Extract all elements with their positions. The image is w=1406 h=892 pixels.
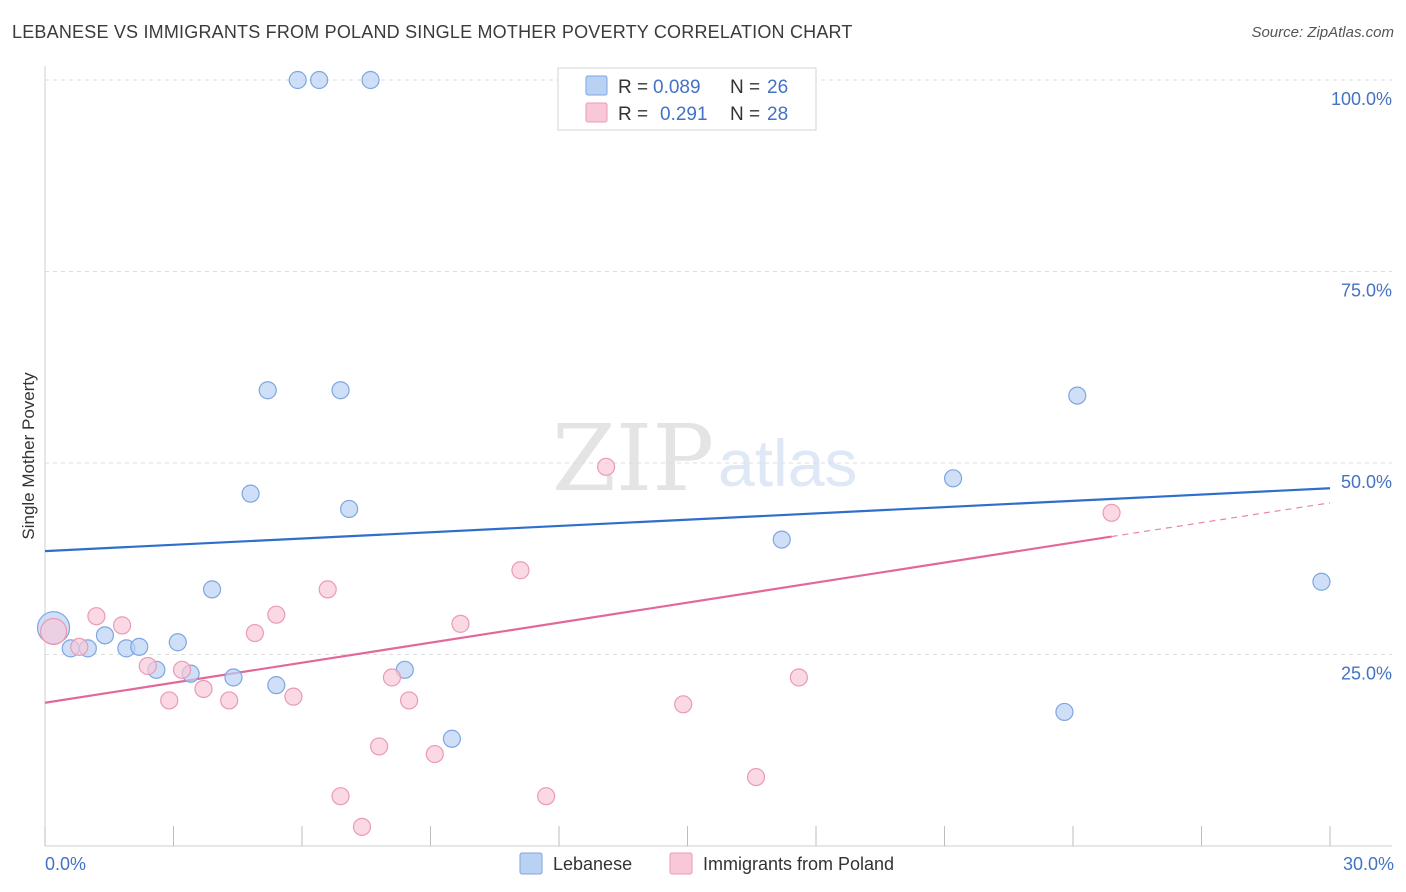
point-lebanese-24: [1068, 386, 1087, 405]
bottom-legend-swatch-poland: [669, 852, 693, 875]
point-lebanese-21: [772, 530, 791, 549]
point-poland-6: [172, 660, 192, 679]
y-axis-label: Single Mother Poverty: [19, 372, 38, 540]
points-layer: [36, 70, 1331, 836]
point-poland-25: [789, 668, 808, 687]
x-tick-label-30: 30.0%: [1343, 854, 1394, 874]
point-lebanese-25: [1312, 572, 1331, 591]
bottom-legend-label-poland: Immigrants from Poland: [703, 854, 894, 874]
bottom-legend-label-lebanese: Lebanese: [553, 854, 632, 874]
point-lebanese-18: [361, 70, 380, 90]
watermark-atlas: atlas: [718, 426, 857, 500]
point-lebanese-3: [95, 626, 115, 645]
point-poland-5: [160, 691, 179, 710]
point-lebanese-22: [943, 469, 963, 488]
point-lebanese-20: [442, 729, 462, 748]
point-lebanese-15: [310, 70, 329, 90]
point-poland-7: [194, 679, 213, 699]
y-tick-label-25: 25.0%: [1341, 664, 1392, 684]
point-poland-15: [370, 737, 389, 756]
point-poland-18: [425, 744, 444, 764]
point-lebanese-14: [288, 70, 307, 90]
point-poland-16: [382, 668, 402, 687]
trend-layer: [44, 487, 1331, 704]
series-legend: Lebanese Immigrants from Poland: [519, 852, 894, 875]
y-tick-label-75: 75.0%: [1341, 281, 1392, 301]
point-lebanese-11: [241, 484, 260, 503]
point-poland-9: [245, 623, 264, 643]
point-lebanese-17: [340, 499, 359, 519]
point-poland-10: [267, 605, 286, 624]
y-tick-label-100: 100.0%: [1331, 89, 1392, 109]
point-poland-19: [451, 614, 470, 633]
grid-layer: [45, 79, 1392, 655]
point-poland-4: [138, 656, 157, 676]
point-lebanese-9: [202, 580, 222, 599]
chart-title: LEBANESE VS IMMIGRANTS FROM POLAND SINGL…: [12, 22, 853, 42]
point-poland-2: [87, 607, 106, 626]
point-poland-12: [318, 580, 337, 599]
point-poland-14: [352, 817, 372, 836]
point-poland-26: [1102, 503, 1121, 522]
point-poland-13: [331, 787, 350, 806]
legend-r-label-poland: R =: [618, 104, 648, 125]
trend-line-poland: [44, 535, 1112, 704]
point-poland-20: [511, 561, 530, 580]
watermark-zip: ZIP: [552, 405, 714, 512]
y-tick-label-50: 50.0%: [1341, 472, 1392, 492]
point-poland-1: [70, 637, 89, 656]
legend-swatch-lebanese: [585, 75, 608, 96]
point-lebanese-13: [267, 676, 286, 695]
point-lebanese-7: [168, 633, 187, 652]
point-poland-21: [537, 787, 556, 806]
point-poland-0: [39, 617, 68, 646]
point-poland-17: [399, 691, 419, 710]
point-lebanese-16: [331, 381, 350, 400]
point-lebanese-10: [224, 668, 243, 687]
legend-n-label-lebanese: N =: [730, 77, 760, 98]
chart-source: Source: ZipAtlas.com: [1251, 24, 1394, 41]
point-poland-24: [746, 767, 766, 787]
legend-r-value-lebanese: 0.089: [653, 77, 701, 98]
point-lebanese-5: [130, 637, 149, 656]
point-poland-23: [674, 695, 693, 714]
point-poland-8: [220, 691, 239, 710]
legend-r-value-poland: 0.291: [660, 104, 708, 125]
bottom-legend-swatch-lebanese: [519, 852, 543, 875]
x-tick-label-0: 0.0%: [45, 854, 86, 874]
legend-r-label-lebanese: R =: [618, 77, 648, 98]
trend-extension-poland: [1111, 502, 1331, 538]
point-poland-3: [112, 616, 132, 635]
legend-n-label-poland: N =: [730, 104, 760, 125]
legend-n-value-poland: 28: [767, 104, 788, 125]
point-lebanese-12: [258, 381, 277, 400]
point-lebanese-23: [1055, 702, 1074, 722]
correlation-legend: R = 0.089 N = 26 R = 0.291 N = 28: [557, 67, 817, 131]
point-poland-22: [597, 457, 616, 476]
legend-n-value-lebanese: 26: [767, 77, 788, 98]
trend-line-lebanese: [44, 487, 1331, 553]
axis-layer: 25.0% 50.0% 75.0% 100.0% 0.0% 30.0%: [44, 66, 1394, 874]
legend-swatch-poland: [585, 102, 608, 123]
point-poland-11: [284, 687, 303, 706]
